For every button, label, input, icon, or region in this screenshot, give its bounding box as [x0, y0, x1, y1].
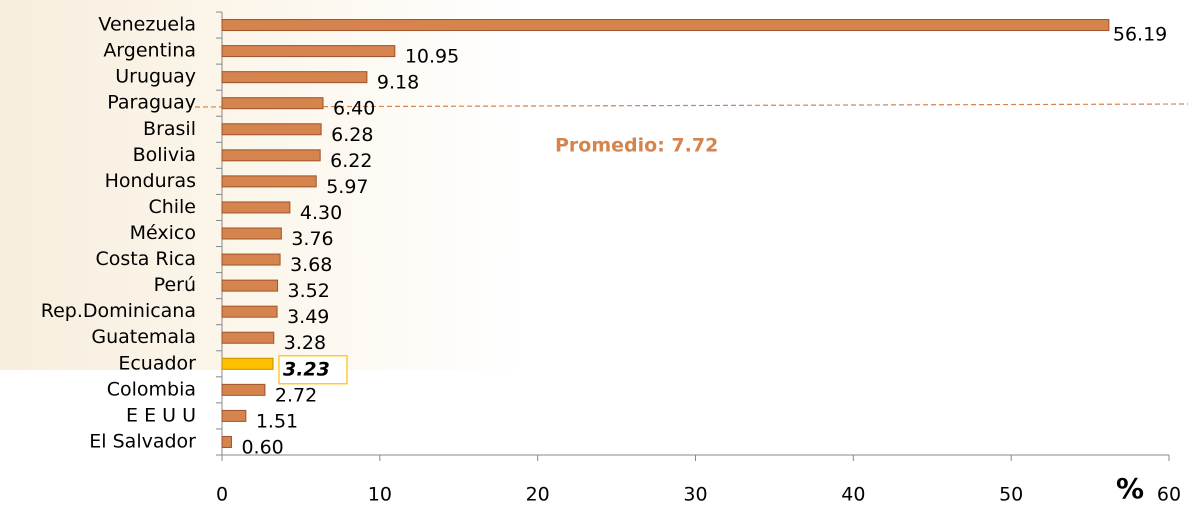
bar	[221, 201, 291, 214]
value-label: 9.18	[377, 72, 419, 94]
bar	[221, 357, 274, 370]
x-tick-label: 60	[1157, 484, 1181, 505]
y-tick-label: E E U U	[126, 404, 196, 426]
y-tick-label: Honduras	[105, 170, 196, 192]
bar	[221, 435, 232, 448]
bar	[221, 305, 278, 318]
value-label: 6.40	[333, 98, 375, 120]
y-tick-label: Colombia	[107, 378, 196, 400]
value-label: 2.72	[275, 384, 317, 406]
value-label: 5.97	[326, 176, 368, 198]
y-tick-label: Argentina	[103, 40, 196, 62]
bar	[221, 175, 317, 188]
y-tick-label: Rep.Dominicana	[41, 300, 196, 322]
label-box	[278, 355, 348, 385]
value-label: 10.95	[405, 46, 459, 68]
value-label: 6.22	[330, 150, 372, 172]
y-tick-label: Guatemala	[91, 326, 196, 348]
bar	[221, 123, 322, 136]
value-label: 3.68	[290, 254, 332, 276]
y-tick-label: Paraguay	[107, 92, 196, 114]
y-tick-label: Ecuador	[118, 352, 196, 374]
value-label: 4.30	[300, 202, 342, 224]
y-tick-label: El Salvador	[89, 430, 196, 452]
bar	[221, 383, 266, 396]
y-tick-label: Chile	[148, 196, 196, 218]
x-tick-label: 20	[526, 484, 550, 505]
value-label: 1.51	[256, 410, 298, 432]
value-label: 3.76	[291, 228, 333, 250]
bar	[221, 97, 324, 110]
value-label: 3.52	[288, 280, 330, 302]
y-tick-label: Perú	[154, 274, 196, 296]
x-tick-label: 30	[683, 484, 707, 505]
value-label: 56.19	[1113, 24, 1167, 46]
bar	[221, 149, 321, 162]
bar	[221, 227, 282, 240]
value-label: 0.60	[241, 436, 283, 458]
bar	[221, 45, 396, 58]
bar	[221, 409, 247, 422]
x-tick-label: 10	[368, 484, 392, 505]
y-tick-label: Uruguay	[115, 66, 196, 88]
y-tick-label: Bolivia	[133, 144, 196, 166]
value-label: 3.49	[287, 306, 329, 328]
value-label: 3.23	[283, 358, 330, 380]
average-annotation: Promedio: 7.72	[555, 135, 718, 157]
y-tick-label: Brasil	[143, 118, 196, 140]
bar	[221, 71, 368, 84]
x-tick-label: 50	[999, 484, 1023, 505]
average-line	[194, 103, 1188, 108]
y-tick-label: Venezuela	[98, 14, 196, 36]
y-tick-label: México	[130, 222, 196, 244]
y-tick-label: Costa Rica	[96, 248, 197, 270]
bar	[221, 279, 279, 292]
bar	[221, 331, 275, 344]
bar	[221, 19, 1110, 32]
bar	[221, 253, 281, 266]
x-unit-label: %	[1116, 472, 1144, 505]
x-tick-label: 0	[216, 484, 228, 505]
value-label: 3.28	[284, 332, 326, 354]
x-tick-label: 40	[841, 484, 865, 505]
value-label: 6.28	[331, 124, 373, 146]
